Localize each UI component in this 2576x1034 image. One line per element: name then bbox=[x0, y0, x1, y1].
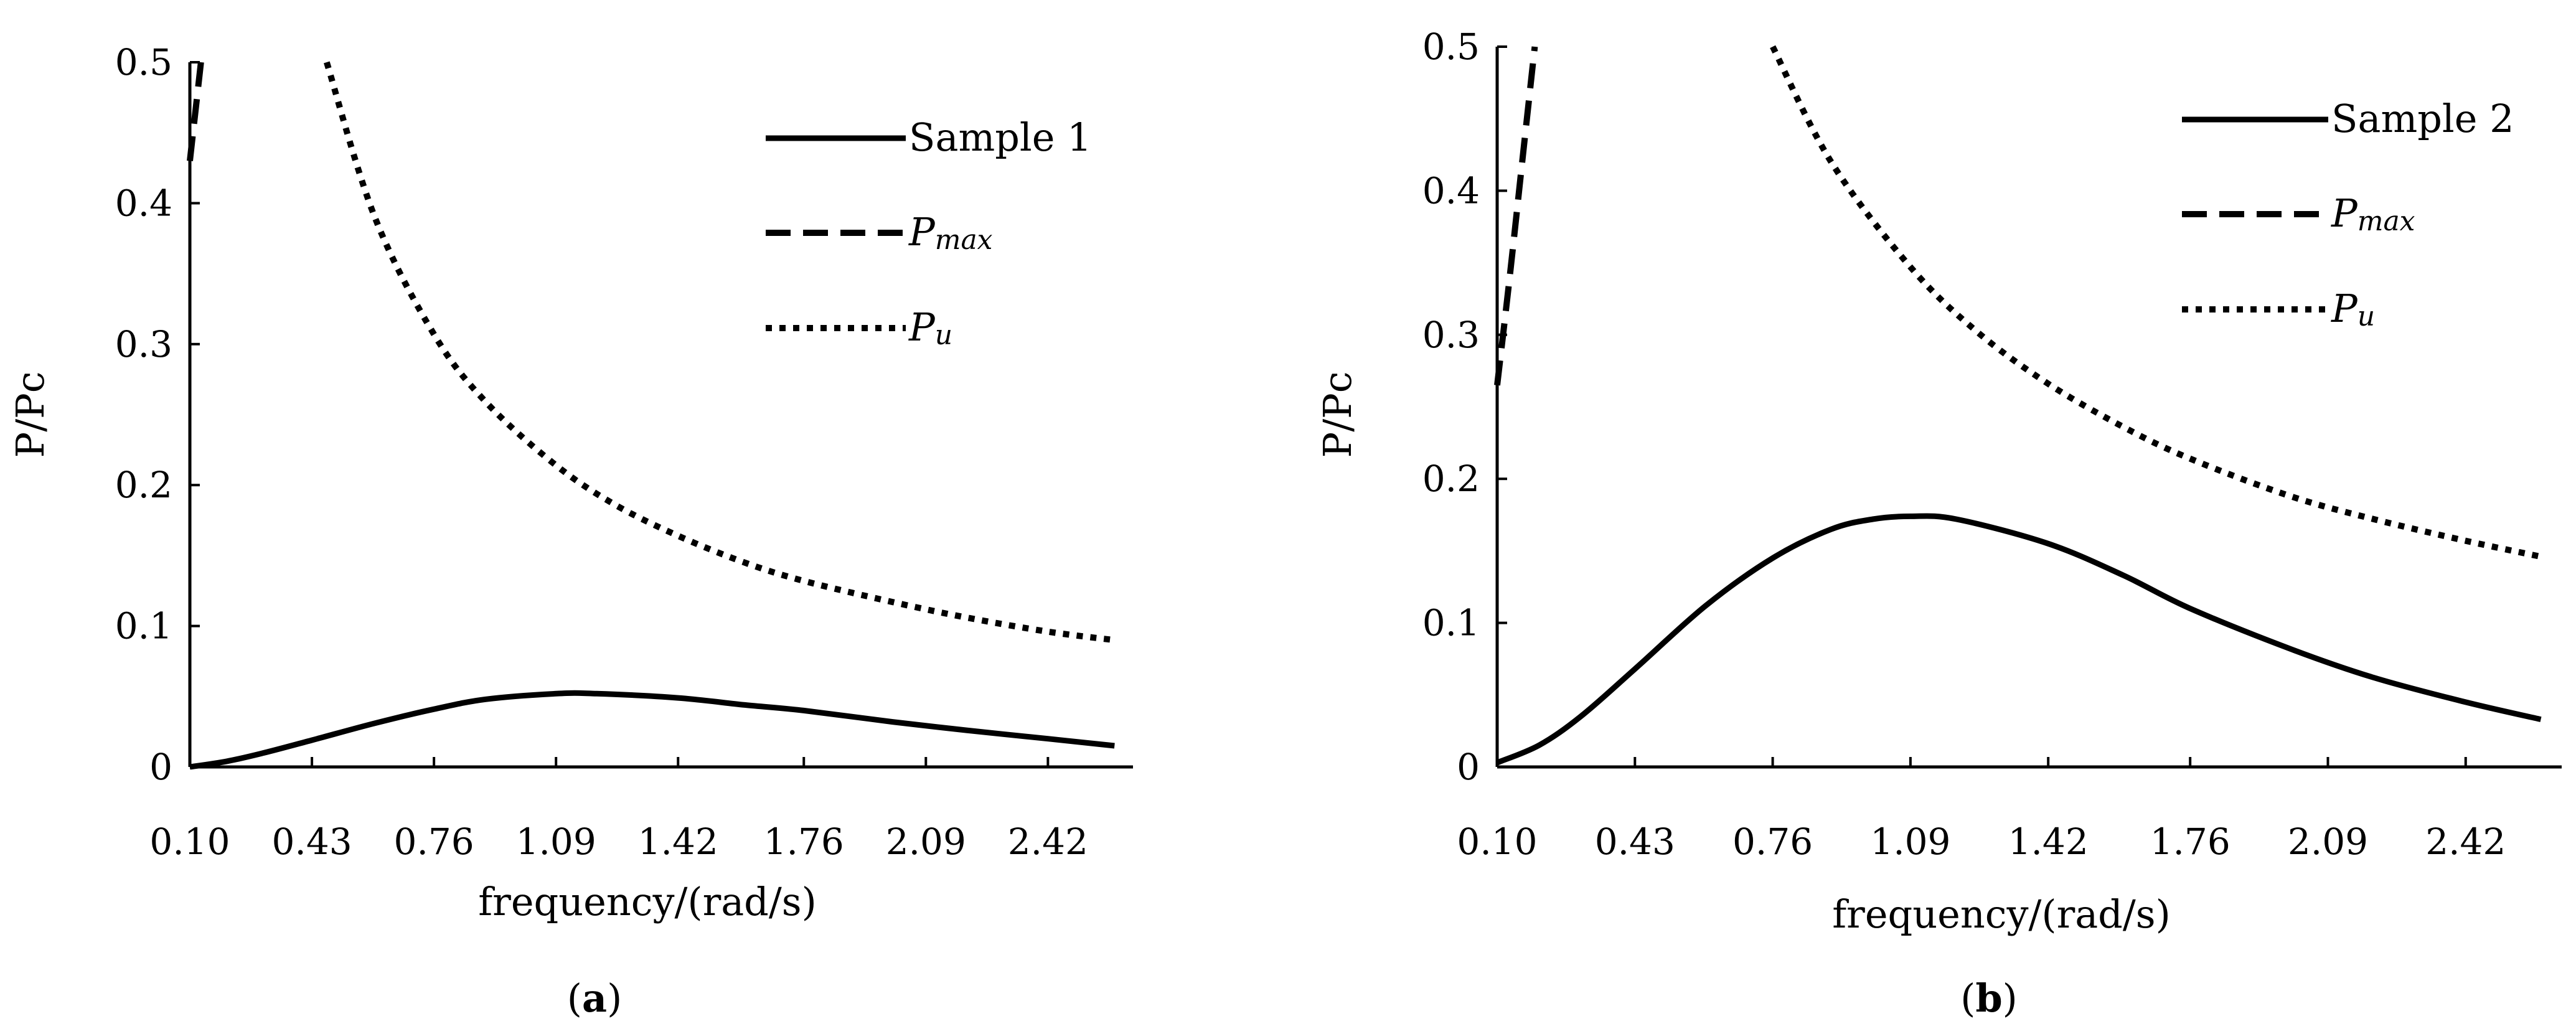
panel-a-x-tick-label: 0.10 bbox=[149, 820, 230, 863]
panel-a-y-tick-label: 0.2 bbox=[115, 464, 172, 506]
panel-a-y-tick-label: 0.1 bbox=[115, 605, 172, 647]
panel-a-x-axis-title: frequency/(rad/s) bbox=[478, 879, 817, 924]
panel-a-caption: (a) bbox=[567, 975, 623, 1021]
panel-b-x-tick-label: 0.10 bbox=[1457, 820, 1537, 863]
panel-b-legend: Sample 2 Pmax Pu bbox=[2182, 96, 2514, 332]
panel-b-x-tick-label: 2.09 bbox=[2288, 820, 2368, 863]
panel-b-series-sample-2-line bbox=[1496, 513, 2542, 766]
panel-a-series-sample-1-line bbox=[189, 690, 1115, 770]
panel-b-x-tick-label: 0.43 bbox=[1595, 820, 1675, 863]
panel-a-x-tick-label: 1.76 bbox=[764, 820, 844, 863]
panel-a-series-p-u-line bbox=[324, 61, 1115, 644]
panel-b-x-tick-label: 1.09 bbox=[1870, 820, 1950, 863]
panel-b-legend-pmax-label: Pmax bbox=[2331, 190, 2415, 237]
panel-a-y-tick-label: 0.3 bbox=[115, 323, 172, 365]
panel-a-x-tick-label: 1.42 bbox=[638, 820, 718, 863]
panel-a-series-p-max-line bbox=[187, 62, 204, 162]
panel-a-legend: Sample 1 Pmax Pu bbox=[766, 115, 1092, 351]
panel-b-y-tick-label: 0.3 bbox=[1422, 314, 1480, 356]
panel-b: 0 0.1 0.2 0.3 0.4 0.5 0.10 0.43 0.76 1.09 1.42 1.7… bbox=[1315, 26, 2562, 1021]
panel-b-x-tick-label: 0.76 bbox=[1732, 820, 1813, 863]
panel-b-x-axis-title: frequency/(rad/s) bbox=[1832, 891, 2171, 937]
panel-b-x-tick-label: 2.42 bbox=[2425, 820, 2506, 863]
panel-a-x-tick-label: 0.43 bbox=[271, 820, 352, 863]
panel-a-y-tick-label: 0.4 bbox=[115, 182, 172, 224]
panel-a-y-tick-label: 0 bbox=[149, 746, 172, 788]
panel-a-legend-pmax-label: Pmax bbox=[908, 209, 993, 256]
panel-a-y-ticks: 0 0.1 0.2 0.3 0.4 0.5 bbox=[115, 41, 200, 788]
panel-b-x-tick-label: 1.76 bbox=[2150, 820, 2230, 863]
panel-b-x-tick-label: 1.42 bbox=[2008, 820, 2089, 863]
panel-a-x-tick-label: 0.76 bbox=[394, 820, 474, 863]
panel-a-x-tick-label: 2.42 bbox=[1008, 820, 1088, 863]
panel-a-x-tick-label: 2.09 bbox=[886, 820, 966, 863]
panel-b-y-ticks: 0 0.1 0.2 0.3 0.4 0.5 bbox=[1422, 26, 1507, 788]
panel-a-legend-sample-label: Sample 1 bbox=[909, 115, 1092, 160]
panel-b-series-p-max-line bbox=[1494, 46, 1538, 386]
panel-b-caption: (b) bbox=[1960, 975, 2018, 1021]
panel-a-x-ticks: 0.10 0.43 0.76 1.09 1.42 1.76 2.09 2.42 bbox=[149, 757, 1088, 863]
panel-a-x-tick-label: 1.09 bbox=[516, 820, 596, 863]
panel-b-y-tick-label: 0.4 bbox=[1422, 169, 1480, 212]
panel-b-legend-sample-label: Sample 2 bbox=[2331, 96, 2514, 141]
panel-a-legend-pu-label: Pu bbox=[908, 304, 952, 351]
panel-b-x-ticks: 0.10 0.43 0.76 1.09 1.42 1.76 2.09 2.42 bbox=[1457, 757, 2506, 863]
panel-a-y-tick-label: 0.5 bbox=[115, 41, 172, 83]
panel-a: 0 0.1 0.2 0.3 0.4 0.5 0.10 0.43 0.76 1.09 1.42 1.7… bbox=[7, 41, 1133, 1021]
panel-a-y-axis-title: P/Pc bbox=[7, 371, 53, 458]
panel-a-series bbox=[187, 61, 1115, 770]
panel-b-y-axis-title: P/Pc bbox=[1315, 371, 1360, 458]
panel-b-legend-pu-label: Pu bbox=[2331, 286, 2375, 332]
panel-b-y-tick-label: 0 bbox=[1457, 746, 1480, 788]
panel-b-y-tick-label: 0.5 bbox=[1422, 26, 1480, 68]
panel-b-y-tick-label: 0.1 bbox=[1422, 602, 1480, 644]
panel-b-series bbox=[1494, 45, 2542, 766]
panel-b-y-tick-label: 0.2 bbox=[1422, 458, 1480, 500]
